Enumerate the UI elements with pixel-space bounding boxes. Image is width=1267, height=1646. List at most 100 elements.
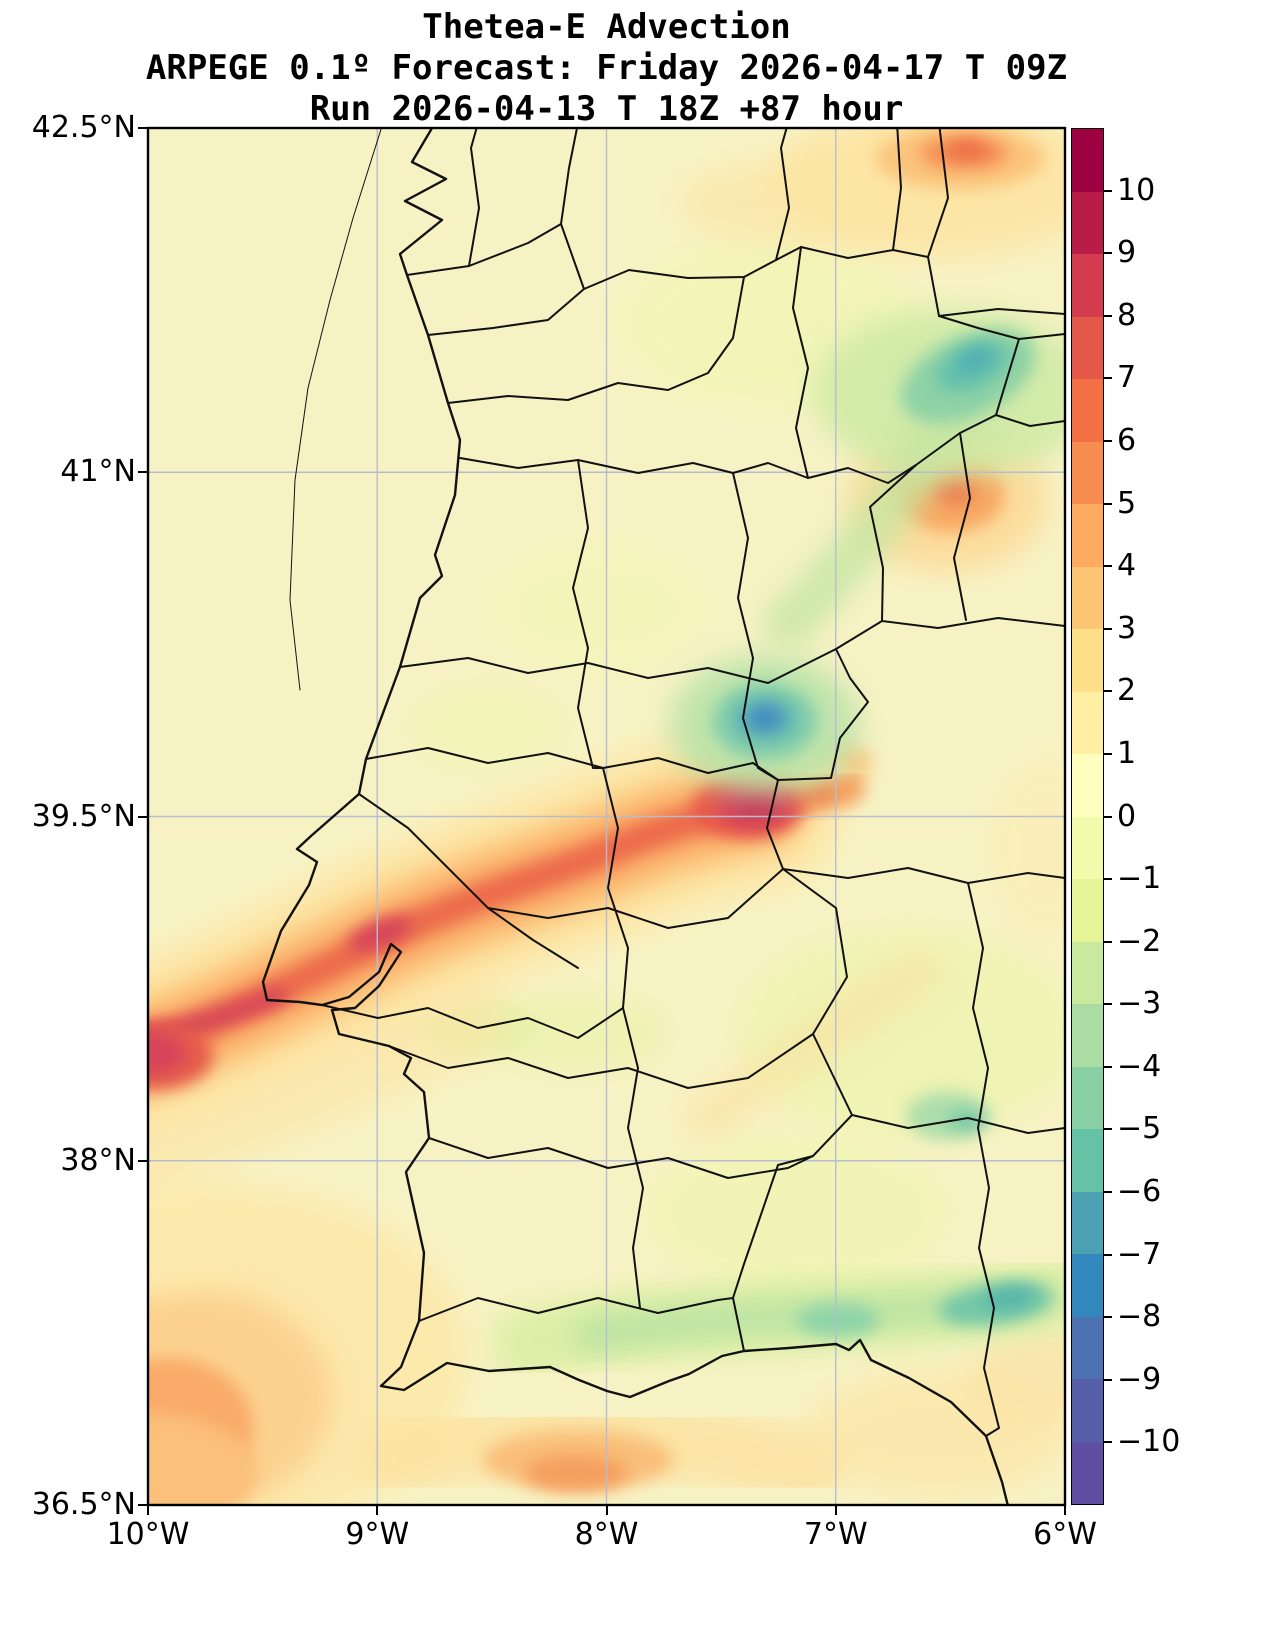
colorbar-segment <box>1072 1316 1103 1379</box>
tick-mark <box>1104 252 1112 255</box>
province-line <box>1018 333 1065 340</box>
colorbar-segment <box>1072 1066 1103 1129</box>
tick-mark <box>1104 752 1112 755</box>
district-line <box>399 648 837 684</box>
district-line <box>428 1137 814 1179</box>
tick-mark <box>834 1505 837 1515</box>
tick-mark <box>1104 314 1112 317</box>
province-line <box>977 1127 1000 1437</box>
colorbar-tick-label: 0 <box>1117 798 1137 834</box>
colorbar-segment <box>1072 129 1103 192</box>
district-line <box>792 246 809 479</box>
colorbar-tick-label: 2 <box>1117 673 1137 709</box>
province-line <box>782 867 1065 884</box>
x-tick-label: 9°W <box>345 1517 410 1552</box>
colorbar-tick-label: −3 <box>1117 986 1162 1022</box>
colorbar-tick-label: 3 <box>1117 610 1137 646</box>
district-line <box>732 472 779 781</box>
colorbar-segment <box>1072 1254 1103 1317</box>
tick-mark <box>1104 189 1112 192</box>
province-line <box>851 1114 1065 1134</box>
gridlines <box>148 128 1065 1505</box>
colorbar-segment <box>1072 941 1103 1004</box>
province-line <box>967 882 989 1129</box>
tick-mark <box>1104 1003 1112 1006</box>
colorbar-tick-label: −1 <box>1117 861 1162 897</box>
tick-mark <box>1104 627 1112 630</box>
colorbar-segment <box>1072 816 1103 879</box>
district-line <box>622 1007 644 1309</box>
colorbar-tick-label: 4 <box>1117 548 1137 584</box>
district-line <box>418 1297 734 1322</box>
colorbar-tick-label: −5 <box>1117 1111 1162 1147</box>
colorbar-segment <box>1072 379 1103 442</box>
province-line <box>953 432 971 621</box>
tick-mark <box>1104 878 1112 881</box>
y-tick-label: 39.5°N <box>31 798 136 834</box>
colorbar-segment <box>1072 1441 1103 1504</box>
colorbar-tick-label: 10 <box>1117 172 1156 208</box>
coastline <box>261 128 1009 1505</box>
district-line <box>358 793 579 969</box>
x-tick-label: 10°W <box>106 1517 190 1552</box>
district-line <box>321 1004 624 1039</box>
colorbar <box>1071 128 1104 1505</box>
tick-mark <box>1104 565 1112 568</box>
offshore-contour <box>289 128 382 691</box>
province-line <box>892 128 902 251</box>
province-line <box>995 414 1065 427</box>
colorbar-tick-label: 1 <box>1117 735 1137 771</box>
boundaries <box>261 128 1065 1505</box>
colorbar-segment <box>1072 1191 1103 1254</box>
colorbar-segment <box>1072 254 1103 317</box>
tick-mark <box>147 1505 149 1515</box>
tick-mark <box>1104 690 1112 693</box>
tick-mark <box>1104 1191 1112 1194</box>
colorbar-tick-label: −7 <box>1117 1236 1162 1272</box>
district-line <box>602 767 629 1009</box>
tick-mark <box>605 1505 608 1515</box>
colorbar-tick-label: 6 <box>1117 422 1137 458</box>
y-tick-label: 41°N <box>60 454 136 490</box>
district-line <box>572 459 604 769</box>
y-tick-label: 38°N <box>60 1142 136 1178</box>
border-portugal-spain <box>406 223 1020 1352</box>
tick-mark <box>1104 815 1112 818</box>
province-line <box>560 128 579 225</box>
colorbar-segment <box>1072 441 1103 504</box>
province-line <box>938 308 1065 317</box>
tick-mark <box>376 1505 379 1515</box>
chart-subtitle-forecast: ARPEGE 0.1º Forecast: Friday 2026-04-17 … <box>145 48 1068 88</box>
tick-mark <box>1104 1253 1112 1256</box>
colorbar-segment <box>1072 316 1103 379</box>
colorbar-tick-label: −10 <box>1117 1424 1181 1460</box>
district-line <box>388 1033 814 1089</box>
colorbar-segment <box>1072 1004 1103 1067</box>
colorbar-tick-label: −4 <box>1117 1048 1162 1084</box>
tick-mark <box>1104 1441 1112 1444</box>
tick-mark <box>1104 377 1112 380</box>
tick-mark <box>1104 1065 1112 1068</box>
tick-mark <box>1104 940 1112 943</box>
colorbar-tick-label: −8 <box>1117 1299 1162 1335</box>
tick-mark <box>1104 439 1112 442</box>
chart-title: Thetea-E Advection <box>422 7 791 47</box>
district-line <box>487 868 784 929</box>
colorbar-segment <box>1072 879 1103 942</box>
chart-subtitle-run: Run 2026-04-13 T 18Z +87 hour <box>309 89 904 129</box>
colorbar-tick-label: 9 <box>1117 235 1137 271</box>
province-line <box>468 128 480 267</box>
y-tick-label: 36.5°N <box>31 1487 136 1522</box>
x-tick-label: 6°W <box>1033 1517 1097 1552</box>
province-line <box>775 128 790 261</box>
district-line <box>427 288 585 336</box>
colorbar-segment <box>1072 754 1103 817</box>
tick-mark <box>138 471 148 474</box>
district-line <box>447 276 745 404</box>
colorbar-tick-label: 5 <box>1117 485 1137 521</box>
colorbar-tick-label: −6 <box>1117 1174 1162 1210</box>
province-line <box>927 128 949 258</box>
colorbar-segment <box>1072 504 1103 567</box>
tick-mark <box>1104 1128 1112 1131</box>
